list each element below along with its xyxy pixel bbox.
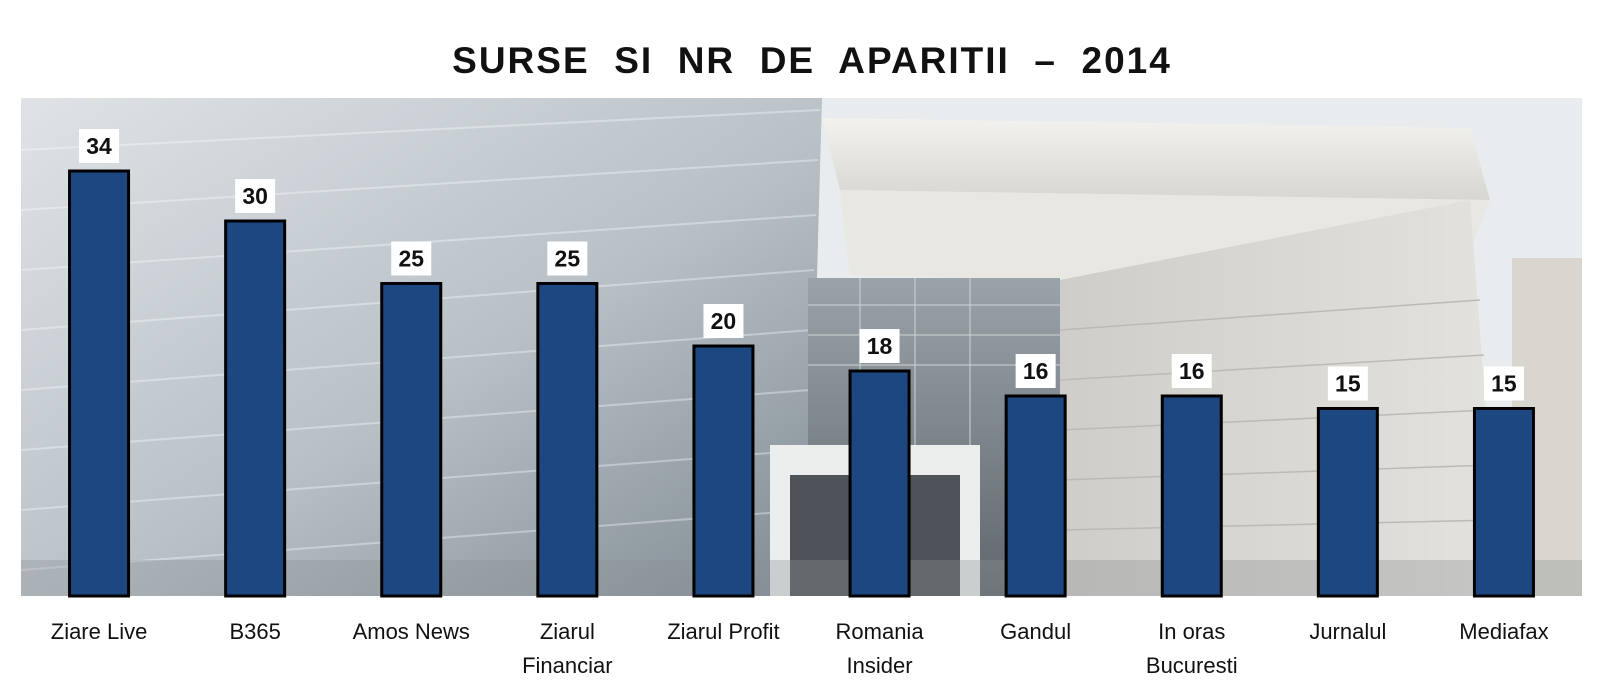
data-label-box-3 <box>547 241 588 276</box>
data-label-4: 20 <box>711 308 737 334</box>
data-label-1: 30 <box>242 183 268 209</box>
x-tick-label-7: In oras Bucuresti <box>1146 619 1238 678</box>
x-tick-label-5: Romania Insider <box>836 619 925 678</box>
data-label-8: 15 <box>1335 371 1361 397</box>
bar-5 <box>848 369 911 598</box>
data-label-box-1 <box>235 179 276 213</box>
x-tick-label-4: Ziarul Profit <box>667 619 779 644</box>
data-label-6: 16 <box>1023 358 1049 384</box>
bar-3 <box>536 282 599 598</box>
data-label-box-7 <box>1171 354 1212 388</box>
x-tick-label-3: Ziarul Financiar <box>522 619 612 678</box>
x-tick-label-6: Gandul <box>1000 619 1071 644</box>
data-label-box-2 <box>391 241 432 276</box>
bar-2 <box>380 282 443 598</box>
data-label-box-4 <box>703 304 744 338</box>
bar-9 <box>1472 407 1535 598</box>
bar-1 <box>224 219 287 598</box>
data-label-box-0 <box>79 129 120 163</box>
data-label-box-9 <box>1483 366 1524 401</box>
data-label-box-5 <box>859 329 900 363</box>
bar-6 <box>1004 394 1067 598</box>
x-tick-label-2: Amos News <box>353 619 470 644</box>
data-label-0: 34 <box>86 133 112 159</box>
bar-0 <box>68 169 131 598</box>
chart-title: SURSE SI NR DE APARITII – 2014 <box>452 40 1172 81</box>
x-tick-label-9: Mediafax <box>1459 619 1548 644</box>
x-tick-label-1: B365 <box>229 619 280 644</box>
data-label-box-6 <box>1015 354 1056 388</box>
data-label-3: 25 <box>555 246 581 272</box>
x-tick-label-8: Jurnalul <box>1309 619 1386 644</box>
bar-7 <box>1160 394 1223 598</box>
data-label-9: 15 <box>1491 371 1517 397</box>
data-label-5: 18 <box>867 333 893 359</box>
data-label-2: 25 <box>398 246 424 272</box>
bar-4 <box>692 344 755 598</box>
x-tick-label-0: Ziare Live <box>51 619 148 644</box>
bar-8 <box>1316 407 1379 598</box>
data-label-7: 16 <box>1179 358 1205 384</box>
data-label-box-8 <box>1327 366 1368 401</box>
